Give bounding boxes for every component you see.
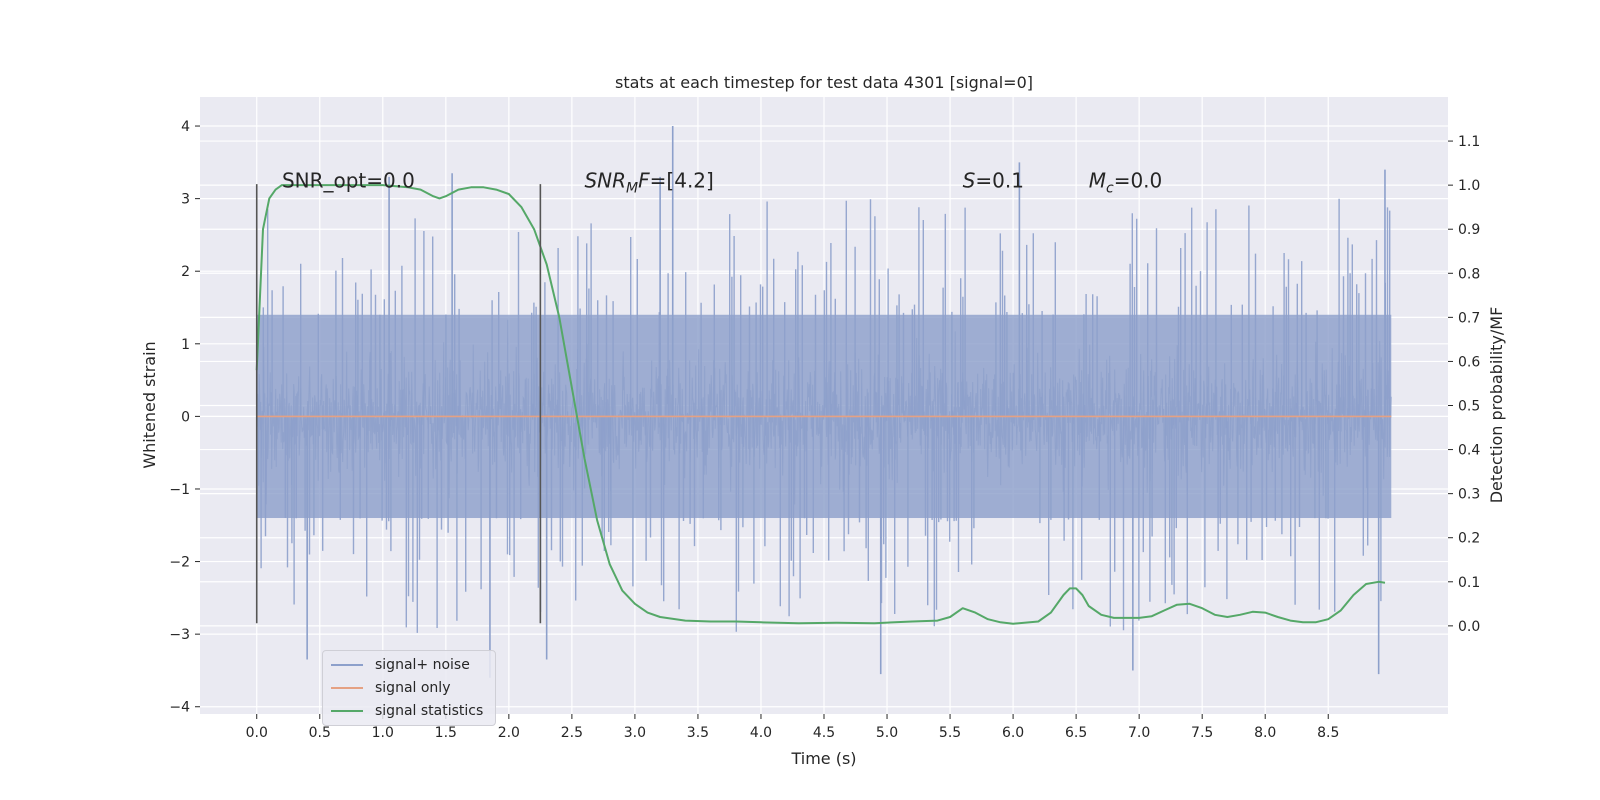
y-tick-label: 2 — [181, 264, 190, 280]
x-tick-label: 5.5 — [939, 725, 961, 741]
y2-tick-label: 0.3 — [1458, 487, 1480, 503]
y2-tick-label: 1.1 — [1458, 134, 1480, 150]
x-tick-label: 5.0 — [876, 725, 898, 741]
x-tick-label: 8.0 — [1254, 725, 1276, 741]
noise-spikes — [260, 198, 1391, 633]
legend-label: signal only — [375, 680, 451, 696]
axes: 0.0 0.5 1.0 1.5 2.0 2.5 3.0 3.5 4.0 4.5 5.0 5.5 6.0 6… — [169, 119, 1480, 741]
y-axis-label: Whitened strain — [140, 341, 159, 468]
legend-label: signal+ noise — [375, 657, 470, 673]
y-tick-label: 0 — [181, 409, 190, 425]
x-tick-label: 0.5 — [309, 725, 331, 741]
x-tick-label: 1.0 — [372, 725, 394, 741]
x-tick-label: 8.5 — [1317, 725, 1339, 741]
legend-entry: signal+ noise — [331, 654, 470, 676]
x-tick-label: 6.5 — [1065, 725, 1087, 741]
y2-tick-label: 0.6 — [1458, 354, 1480, 370]
annotations: SNR_opt=0.0 SNRMF=[4.2] S=0.1 Mc=0.0 — [282, 169, 1162, 197]
y2-tick-label: 0.1 — [1458, 575, 1480, 591]
y2-axis-label: Detection probability/MF — [1487, 307, 1506, 504]
y2-tick-label: 1.0 — [1458, 178, 1480, 194]
series-layer — [255, 184, 1392, 625]
x-tick-label: 3.5 — [687, 725, 709, 741]
legend-swatch — [331, 687, 363, 689]
y-tick-label: −2 — [169, 555, 190, 571]
legend-entry: signal statistics — [331, 700, 483, 722]
legend-swatch — [331, 664, 363, 666]
signal-statistics-line — [255, 184, 1386, 625]
x-tick-label: 2.0 — [498, 725, 520, 741]
y-tick-label: 1 — [181, 337, 190, 353]
y-tick-label: −3 — [169, 627, 190, 643]
legend: signal+ noise signal only signal statist… — [322, 650, 496, 726]
y2-tick-label: 0.8 — [1458, 266, 1480, 282]
x-axis-label: Time (s) — [790, 749, 856, 768]
y2-tick-label: 0.7 — [1458, 310, 1480, 326]
annotation: S=0.1 — [963, 169, 1024, 193]
y-tick-label: 4 — [181, 119, 190, 135]
x-tick-label: 2.5 — [561, 725, 583, 741]
x-tick-label: 7.0 — [1128, 725, 1150, 741]
chart-title: stats at each timestep for test data 430… — [615, 73, 1033, 92]
y-tick-label: −4 — [169, 700, 190, 716]
y2-tick-label: 0.2 — [1458, 531, 1480, 547]
x-tick-label: 4.5 — [813, 725, 835, 741]
annotation: SNRMF=[4.2] — [584, 169, 713, 197]
y-tick-label: 3 — [181, 192, 190, 208]
legend-swatch — [331, 710, 363, 712]
x-tick-label: 3.0 — [624, 725, 646, 741]
y2-tick-label: 0.9 — [1458, 222, 1480, 238]
y-tick-label: −1 — [169, 482, 190, 498]
legend-entry: signal only — [331, 677, 450, 699]
x-tick-label: 7.5 — [1191, 725, 1213, 741]
vlines — [255, 184, 542, 624]
y2-tick-label: 0.0 — [1458, 619, 1480, 635]
x-tick-label: 0.0 — [246, 725, 268, 741]
y2-tick-label: 0.4 — [1458, 443, 1480, 459]
y2-tick-label: 0.5 — [1458, 399, 1480, 415]
legend-label: signal statistics — [375, 703, 484, 719]
x-tick-label: 6.0 — [1002, 725, 1024, 741]
annotation: SNR_opt=0.0 — [282, 169, 415, 193]
x-tick-label: 4.0 — [750, 725, 772, 741]
annotation: Mc=0.0 — [1089, 169, 1163, 197]
x-tick-label: 1.5 — [435, 725, 457, 741]
